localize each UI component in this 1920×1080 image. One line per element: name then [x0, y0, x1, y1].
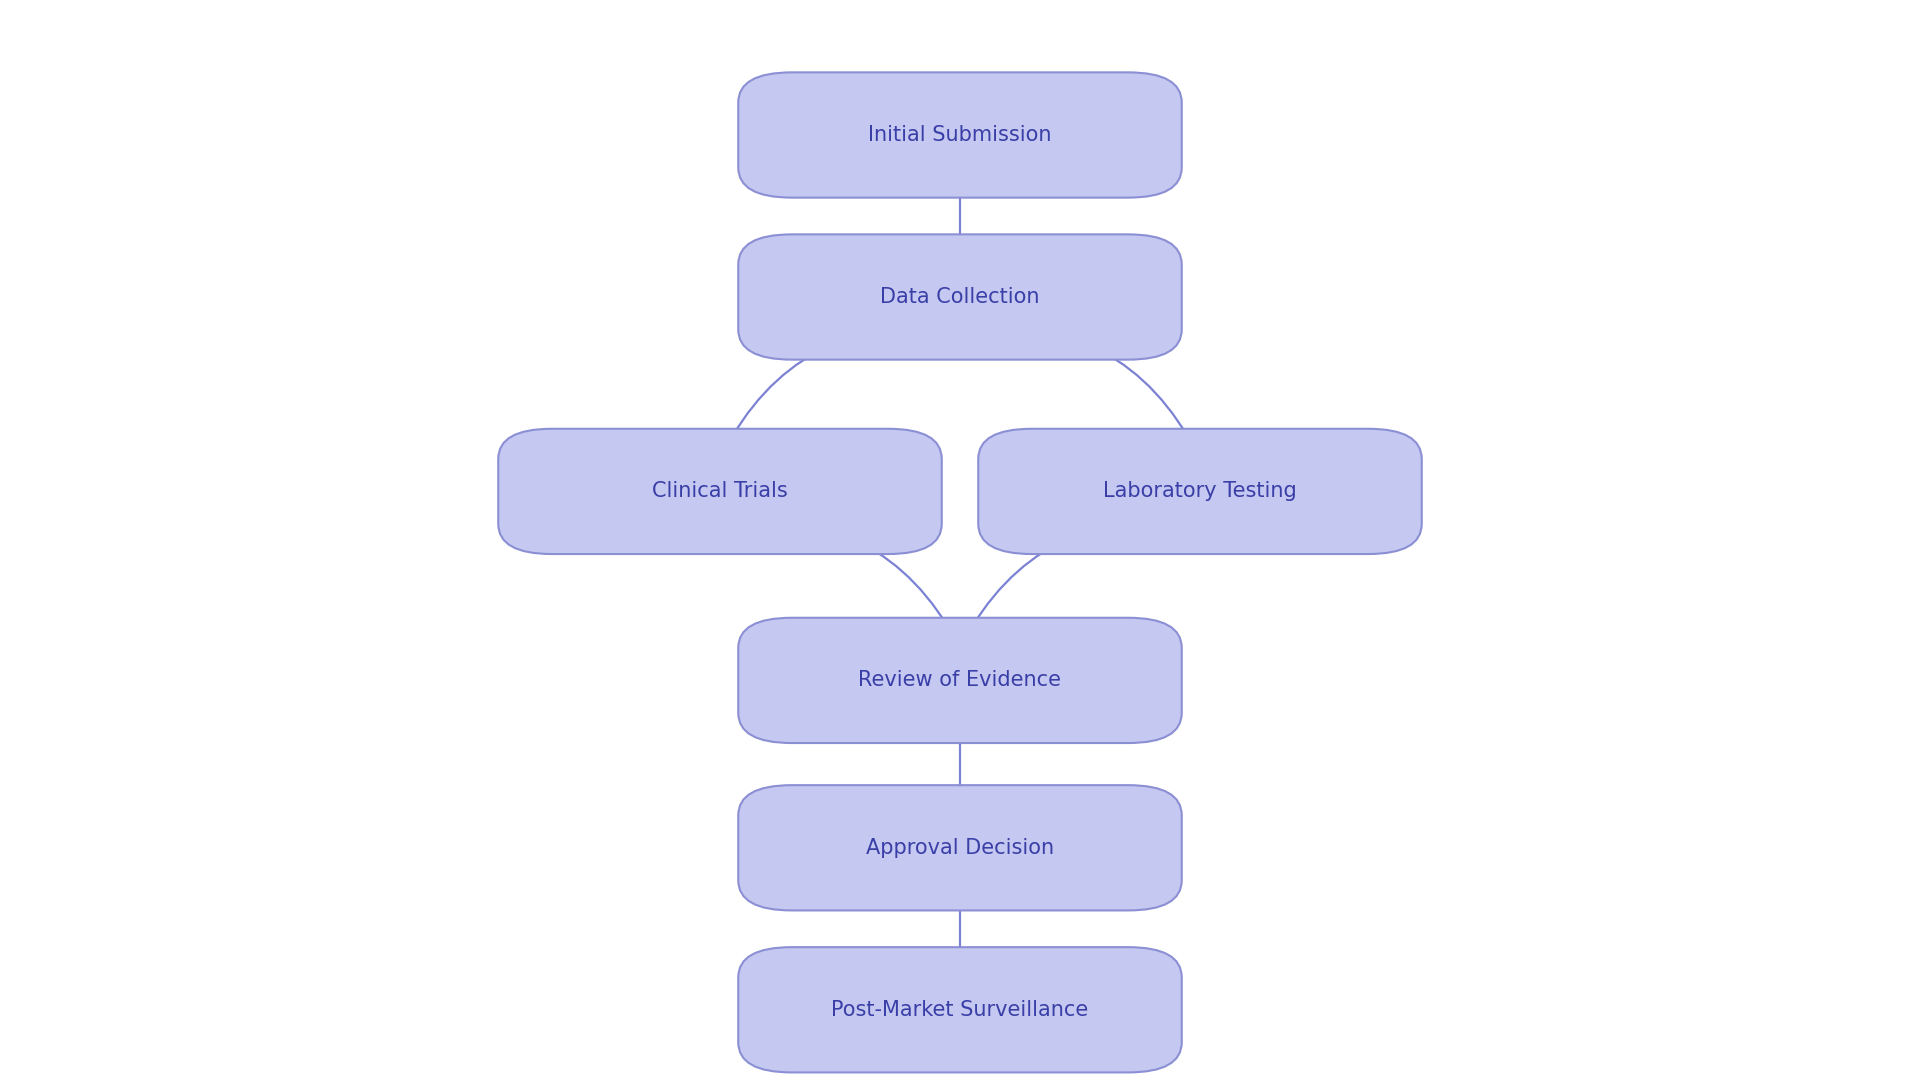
Text: Review of Evidence: Review of Evidence — [858, 671, 1062, 690]
FancyBboxPatch shape — [977, 429, 1421, 554]
FancyBboxPatch shape — [737, 947, 1181, 1072]
FancyBboxPatch shape — [497, 429, 941, 554]
FancyBboxPatch shape — [737, 785, 1181, 910]
Text: Data Collection: Data Collection — [879, 287, 1041, 307]
FancyBboxPatch shape — [737, 618, 1181, 743]
Text: Post-Market Surveillance: Post-Market Surveillance — [831, 1000, 1089, 1020]
FancyBboxPatch shape — [737, 234, 1181, 360]
Text: Initial Submission: Initial Submission — [868, 125, 1052, 145]
Text: Laboratory Testing: Laboratory Testing — [1104, 482, 1296, 501]
Text: Approval Decision: Approval Decision — [866, 838, 1054, 858]
FancyBboxPatch shape — [737, 72, 1181, 198]
Text: Clinical Trials: Clinical Trials — [653, 482, 787, 501]
